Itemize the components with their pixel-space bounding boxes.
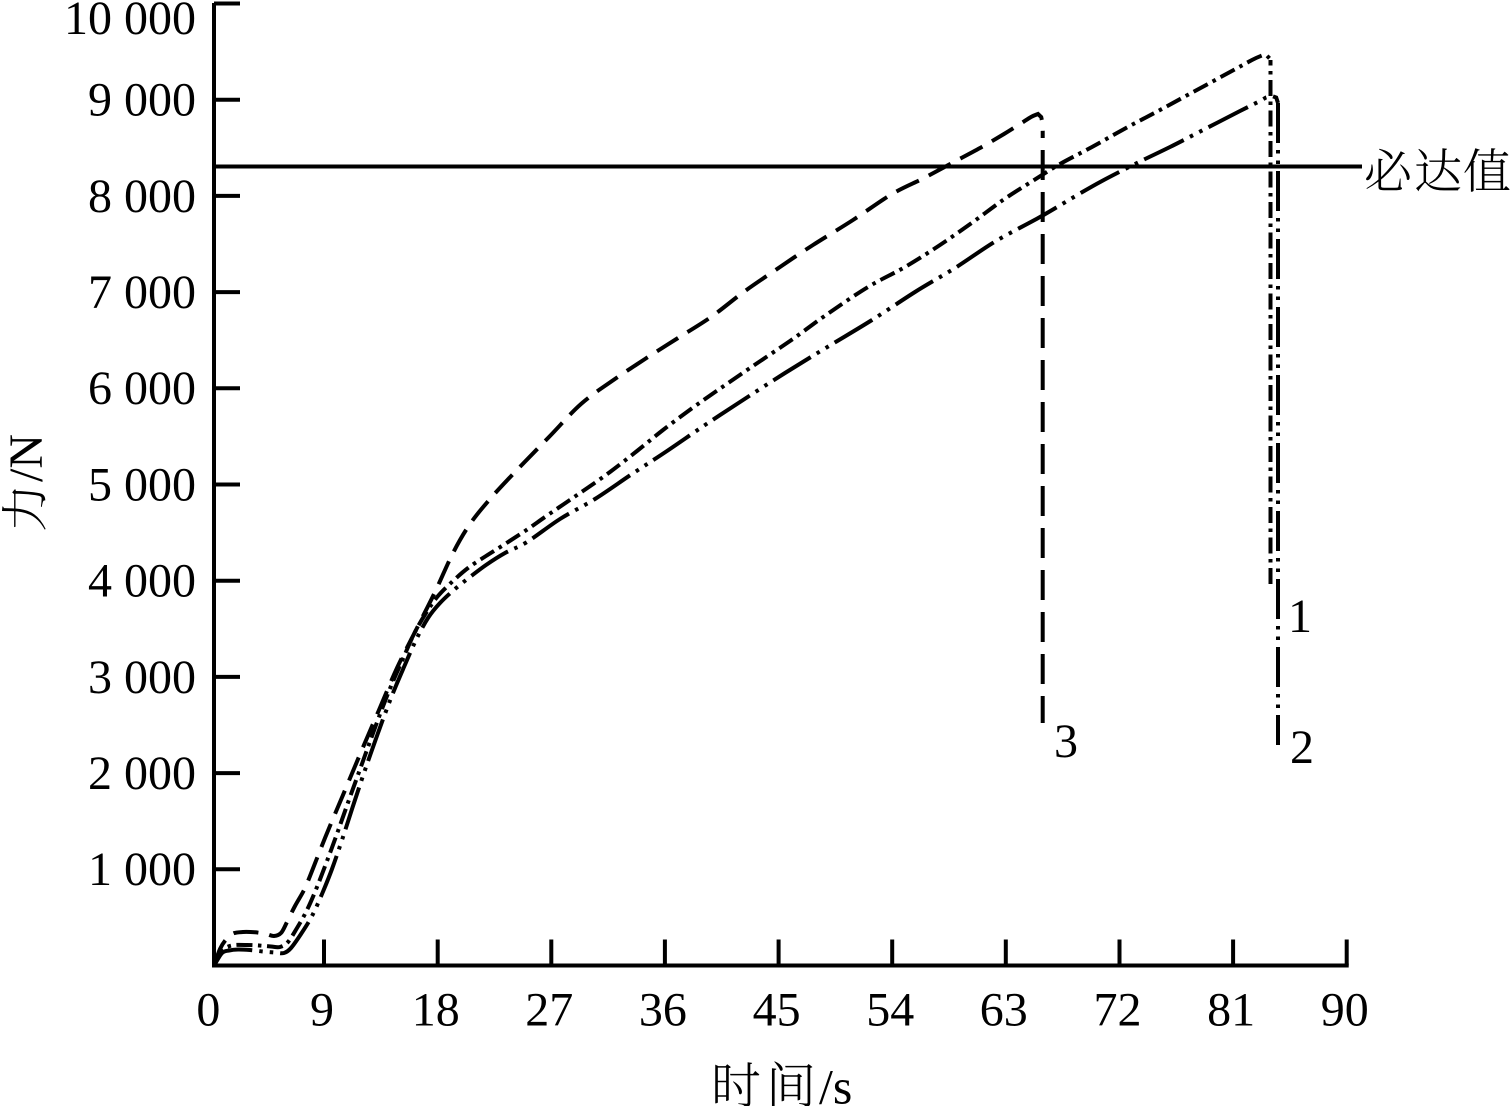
svg-text:2: 2 bbox=[1290, 721, 1314, 774]
svg-text:81: 81 bbox=[1207, 984, 1255, 1037]
svg-text:3: 3 bbox=[1054, 715, 1078, 768]
svg-text:2 000: 2 000 bbox=[88, 747, 196, 800]
svg-text:0: 0 bbox=[196, 984, 220, 1037]
svg-text:9 000: 9 000 bbox=[88, 74, 196, 127]
svg-text:1 000: 1 000 bbox=[88, 843, 196, 896]
svg-text:9: 9 bbox=[310, 984, 334, 1037]
svg-text:63: 63 bbox=[980, 984, 1028, 1037]
svg-text:45: 45 bbox=[753, 984, 801, 1037]
svg-text:72: 72 bbox=[1094, 984, 1142, 1037]
svg-text:90: 90 bbox=[1321, 984, 1369, 1037]
svg-text:/N: /N bbox=[0, 434, 53, 482]
svg-text:6 000: 6 000 bbox=[88, 362, 196, 415]
svg-text:7 000: 7 000 bbox=[88, 266, 196, 319]
svg-text:4 000: 4 000 bbox=[88, 555, 196, 608]
svg-text:1: 1 bbox=[1288, 590, 1312, 643]
svg-text:36: 36 bbox=[639, 984, 687, 1037]
svg-text:/s: /s bbox=[819, 1059, 852, 1107]
svg-text:5 000: 5 000 bbox=[88, 458, 196, 511]
svg-text:8 000: 8 000 bbox=[88, 170, 196, 223]
svg-text:18: 18 bbox=[412, 984, 460, 1037]
svg-text:10 000: 10 000 bbox=[64, 0, 196, 45]
svg-text:54: 54 bbox=[866, 984, 914, 1037]
svg-text:3 000: 3 000 bbox=[88, 651, 196, 704]
svg-text:27: 27 bbox=[525, 984, 573, 1037]
